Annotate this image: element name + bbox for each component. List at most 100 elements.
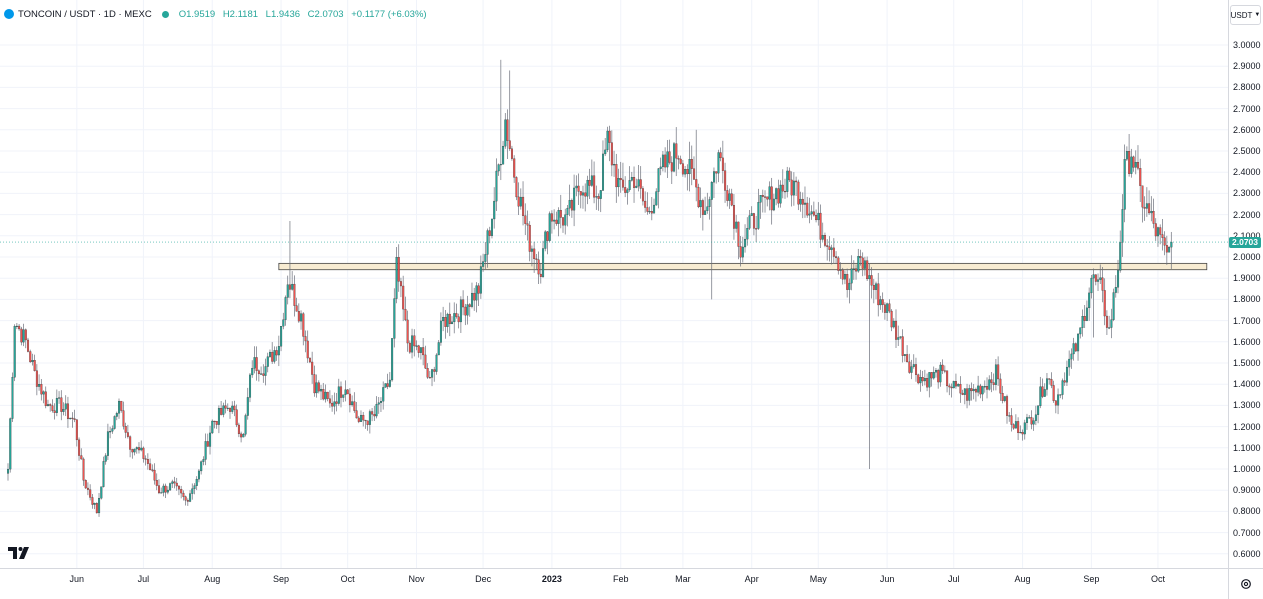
candle-body <box>815 215 818 221</box>
candle-body <box>966 388 969 401</box>
candle <box>75 419 78 447</box>
candle-body <box>582 192 585 196</box>
candle <box>204 433 207 466</box>
candle-body <box>417 345 420 353</box>
candle <box>852 260 855 280</box>
candle <box>657 167 660 209</box>
candle-body <box>273 350 276 362</box>
candle <box>491 218 494 239</box>
candle-body <box>1019 432 1022 434</box>
candle <box>812 201 815 217</box>
candle <box>27 337 30 353</box>
candle <box>200 460 203 475</box>
candle-body <box>437 342 440 356</box>
candle-body <box>806 202 809 216</box>
market-open-dot-icon <box>161 10 169 18</box>
candle <box>966 383 969 409</box>
candle-body <box>317 382 320 392</box>
candle <box>513 155 516 183</box>
candle <box>604 137 607 157</box>
candle-body <box>171 481 174 484</box>
time-axis[interactable]: Jun Jul Aug Sep Oct Nov Dec 2023 Feb Mar Apr May Jun… <box>0 568 1228 599</box>
candle <box>792 172 795 206</box>
candle-body <box>779 184 782 204</box>
candle-body <box>82 458 85 481</box>
gear-icon[interactable] <box>1240 578 1252 590</box>
candle-body <box>624 187 627 193</box>
candle <box>84 479 87 489</box>
candle <box>986 377 989 399</box>
candle-body <box>735 221 738 229</box>
candle <box>13 324 16 382</box>
price-tick-label: 2.8000 <box>1233 82 1261 93</box>
candle <box>73 409 76 423</box>
candle-body <box>901 336 904 356</box>
candle-body <box>650 211 653 214</box>
candle-body <box>431 369 434 378</box>
candle-body <box>515 177 518 198</box>
candle-body <box>1134 162 1137 168</box>
candle <box>997 356 1000 386</box>
candle <box>644 191 647 213</box>
candle <box>781 169 784 199</box>
candle-body <box>981 386 984 395</box>
candle-body <box>249 374 252 398</box>
time-tick-label: Sep <box>1083 574 1100 584</box>
candle-body <box>817 212 820 221</box>
candle <box>921 370 924 387</box>
candle <box>1072 337 1075 361</box>
candle-body <box>306 340 309 359</box>
candle <box>388 372 391 388</box>
support-zone-rectangle[interactable] <box>278 262 1208 271</box>
candle <box>357 415 360 424</box>
candle <box>384 383 387 388</box>
symbol-legend[interactable]: TONCOIN / USDT · 1D · MEXC O1.9519 H2.11… <box>4 6 432 22</box>
price-axis[interactable]: 3.0000 2.9000 2.8000 2.7000 2.6000 2.5000 2.40… <box>1228 0 1263 568</box>
candle <box>482 253 485 272</box>
candle <box>366 420 369 431</box>
candle-body <box>351 401 354 406</box>
tradingview-logo-icon[interactable] <box>8 546 32 560</box>
candle <box>919 369 922 392</box>
candle-body <box>721 157 724 171</box>
candle-body <box>1081 316 1084 328</box>
candle <box>755 215 758 243</box>
candle <box>98 492 101 517</box>
candle-body <box>843 273 846 280</box>
candle-body <box>355 410 358 419</box>
candle-body <box>89 489 92 498</box>
candle <box>42 390 45 404</box>
candle <box>1090 274 1093 299</box>
currency-button[interactable]: USDT ▼ <box>1230 5 1261 25</box>
candle-body <box>701 200 704 215</box>
candle <box>1057 388 1060 415</box>
candle <box>135 446 138 454</box>
symbol-title[interactable]: TONCOIN / USDT · 1D · MEXC <box>18 8 152 20</box>
candle <box>484 241 487 269</box>
candle <box>910 359 913 380</box>
candle-body <box>180 489 183 494</box>
candle <box>564 208 567 235</box>
candle <box>619 161 622 193</box>
time-tick-label: Oct <box>340 574 355 584</box>
candle-body <box>1032 420 1035 425</box>
candle <box>983 380 986 393</box>
candle <box>863 256 866 276</box>
candle <box>311 351 314 384</box>
candle-body <box>872 284 875 290</box>
price-tick-label: 1.7000 <box>1233 315 1261 326</box>
candle <box>193 483 196 495</box>
candle <box>903 354 906 362</box>
candle <box>138 442 141 454</box>
candle-body <box>73 418 76 420</box>
candle-body <box>484 254 487 262</box>
candle <box>974 387 977 402</box>
candle-body <box>1083 316 1086 321</box>
candlestick-plot[interactable] <box>0 0 1228 568</box>
candle-body <box>666 151 669 168</box>
candle-body <box>408 342 411 353</box>
candle <box>1139 158 1142 202</box>
candle-body <box>1097 279 1100 282</box>
candle <box>362 411 365 427</box>
chart-pane[interactable]: TONCOIN / USDT · 1D · MEXC O1.9519 H2.11… <box>0 0 1228 568</box>
